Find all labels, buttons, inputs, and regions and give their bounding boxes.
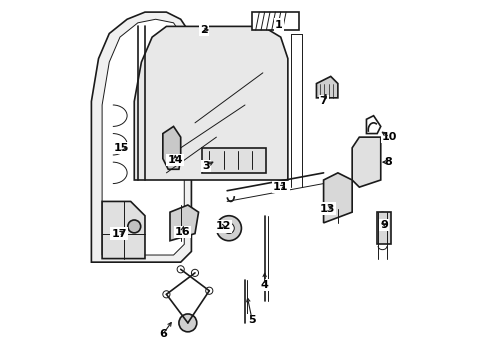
Circle shape bbox=[179, 314, 197, 332]
Text: 15: 15 bbox=[114, 143, 129, 153]
Polygon shape bbox=[170, 205, 198, 241]
Polygon shape bbox=[134, 26, 288, 180]
Circle shape bbox=[206, 287, 213, 294]
Polygon shape bbox=[202, 148, 267, 173]
Polygon shape bbox=[102, 19, 184, 255]
Text: 11: 11 bbox=[273, 182, 289, 192]
Polygon shape bbox=[352, 137, 381, 187]
Circle shape bbox=[128, 220, 141, 233]
Text: 9: 9 bbox=[380, 220, 388, 230]
Text: 13: 13 bbox=[319, 203, 335, 213]
Text: 7: 7 bbox=[319, 96, 327, 107]
Polygon shape bbox=[163, 126, 181, 169]
Text: 5: 5 bbox=[248, 315, 256, 325]
Text: 8: 8 bbox=[384, 157, 392, 167]
Polygon shape bbox=[102, 202, 145, 258]
Polygon shape bbox=[323, 173, 352, 223]
Text: 3: 3 bbox=[202, 161, 210, 171]
Text: 2: 2 bbox=[200, 25, 208, 35]
Text: 12: 12 bbox=[216, 221, 231, 231]
Text: 14: 14 bbox=[168, 156, 183, 165]
Polygon shape bbox=[317, 76, 338, 98]
Circle shape bbox=[217, 216, 242, 241]
Bar bbox=[377, 212, 392, 244]
Circle shape bbox=[163, 291, 170, 298]
Polygon shape bbox=[92, 12, 192, 262]
Text: 10: 10 bbox=[382, 132, 397, 142]
Text: 1: 1 bbox=[275, 19, 283, 30]
Circle shape bbox=[223, 223, 234, 234]
Polygon shape bbox=[367, 116, 381, 134]
Circle shape bbox=[177, 266, 184, 273]
Text: 17: 17 bbox=[112, 229, 127, 239]
Text: 4: 4 bbox=[261, 280, 269, 291]
Text: 6: 6 bbox=[159, 329, 167, 339]
Text: 16: 16 bbox=[174, 227, 190, 237]
Circle shape bbox=[192, 269, 198, 276]
Bar bbox=[252, 12, 298, 30]
